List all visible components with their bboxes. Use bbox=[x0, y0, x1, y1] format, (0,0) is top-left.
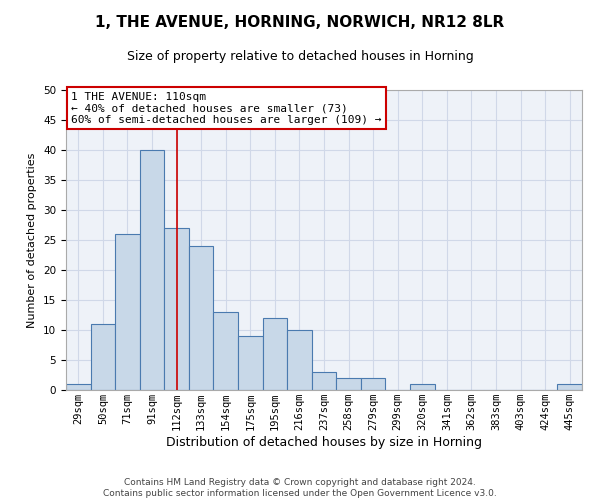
Bar bbox=[164, 228, 189, 390]
Bar bbox=[557, 384, 582, 390]
Bar bbox=[91, 324, 115, 390]
Bar bbox=[115, 234, 140, 390]
Bar bbox=[336, 378, 361, 390]
Bar bbox=[312, 372, 336, 390]
Bar bbox=[214, 312, 238, 390]
Text: Size of property relative to detached houses in Horning: Size of property relative to detached ho… bbox=[127, 50, 473, 63]
Bar bbox=[238, 336, 263, 390]
Bar bbox=[410, 384, 434, 390]
Bar bbox=[361, 378, 385, 390]
Text: 1 THE AVENUE: 110sqm
← 40% of detached houses are smaller (73)
60% of semi-detac: 1 THE AVENUE: 110sqm ← 40% of detached h… bbox=[71, 92, 382, 124]
Bar bbox=[66, 384, 91, 390]
Bar bbox=[189, 246, 214, 390]
Y-axis label: Number of detached properties: Number of detached properties bbox=[28, 152, 37, 328]
Text: 1, THE AVENUE, HORNING, NORWICH, NR12 8LR: 1, THE AVENUE, HORNING, NORWICH, NR12 8L… bbox=[95, 15, 505, 30]
Bar bbox=[263, 318, 287, 390]
Bar bbox=[140, 150, 164, 390]
Bar bbox=[287, 330, 312, 390]
X-axis label: Distribution of detached houses by size in Horning: Distribution of detached houses by size … bbox=[166, 436, 482, 449]
Text: Contains HM Land Registry data © Crown copyright and database right 2024.
Contai: Contains HM Land Registry data © Crown c… bbox=[103, 478, 497, 498]
